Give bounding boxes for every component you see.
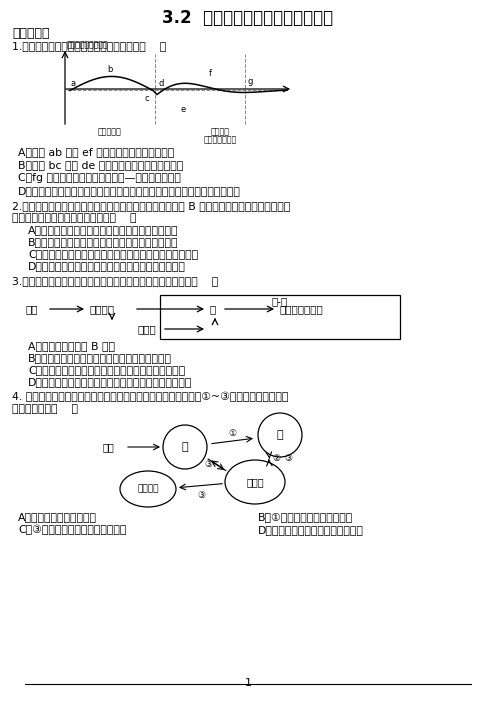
Text: ③: ③: [197, 491, 205, 500]
Text: A．甲是下丘脑，乙是垂体: A．甲是下丘脑，乙是垂体: [18, 512, 97, 522]
Text: a: a: [70, 79, 75, 88]
Text: 组织细胞: 组织细胞: [137, 484, 159, 494]
Text: 2.胰岛素依赖型糖尿病是一种自身免疫病，主要特点是胰岛 B 细胞数量减少、血中胰岛素低、: 2.胰岛素依赖型糖尿病是一种自身免疫病，主要特点是胰岛 B 细胞数量减少、血中胰…: [12, 201, 290, 211]
Text: C．血糖水平是调节胰岛素和胰高血糖素分泌的最重要因素: C．血糖水平是调节胰岛素和胰高血糖素分泌的最重要因素: [28, 249, 198, 259]
Text: 4. 如图表示甲状腺激素的分级调节过程，其中甲、乙代表结构，①~③代表激素。下列相关: 4. 如图表示甲状腺激素的分级调节过程，其中甲、乙代表结构，①~③代表激素。下列…: [12, 392, 288, 402]
Text: 模拟活动的过程: 模拟活动的过程: [203, 135, 237, 144]
Text: 甲: 甲: [210, 304, 216, 314]
Text: 甲: 甲: [182, 442, 188, 452]
Text: c: c: [145, 95, 149, 103]
Text: 运动过程: 运动过程: [210, 127, 230, 136]
Bar: [160, 295, 400, 339]
Text: A．胰岛素和胰高血糖素通过协同作用调节血糖平衡: A．胰岛素和胰高血糖素通过协同作用调节血糖平衡: [28, 225, 179, 235]
Text: C．fg 段血糖维持相对稳定是神经—激素调节的结果: C．fg 段血糖维持相对稳定是神经—激素调节的结果: [18, 173, 181, 183]
Text: 血糖浓度（相对值）: 血糖浓度（相对值）: [67, 40, 109, 49]
Text: 乙: 乙: [277, 430, 283, 440]
Text: B．曲线 bc 段与 de 段血液中胰岛素变化趋势相同: B．曲线 bc 段与 de 段血液中胰岛素变化趋势相同: [18, 160, 183, 170]
Text: D．当血糖偏低时，胰高血糖素可促进肝糖原和肌糖原的水解以提高血糖浓度: D．当血糖偏低时，胰高血糖素可促进肝糖原和肌糖原的水解以提高血糖浓度: [18, 186, 241, 196]
Text: （-）: （-）: [272, 296, 288, 306]
Text: b: b: [107, 65, 113, 74]
Text: C．当胰岛素分泌过多时，可抑制垂体和下丘脑的活动: C．当胰岛素分泌过多时，可抑制垂体和下丘脑的活动: [28, 365, 185, 375]
Text: 甲状腺: 甲状腺: [246, 477, 264, 487]
Text: ③: ③: [204, 460, 212, 469]
Text: d: d: [158, 79, 164, 88]
Text: A．图中甲表示胰岛 B 细胞: A．图中甲表示胰岛 B 细胞: [28, 341, 115, 351]
Text: 下丘脑: 下丘脑: [137, 324, 156, 334]
Text: 脑激: 脑激: [103, 442, 115, 452]
Text: 3.2  激素调节的过程（同步训练）: 3.2 激素调节的过程（同步训练）: [162, 9, 334, 27]
Text: 3.如图是胰岛素调节血糖含量的模型，下列相关叙述错误的是（    ）: 3.如图是胰岛素调节血糖含量的模型，下列相关叙述错误的是（ ）: [12, 276, 218, 286]
Text: B．①是促甲状腺激素释放激素: B．①是促甲状腺激素释放激素: [258, 512, 353, 522]
Text: D．胰岛素能促进组织细胞加速摄取、利用和储存葡萄糖: D．胰岛素能促进组织细胞加速摄取、利用和储存葡萄糖: [28, 377, 192, 387]
Text: ③: ③: [285, 454, 293, 463]
Text: 饮食: 饮食: [25, 304, 38, 314]
Text: D．该调节过程不受神经调节的影响: D．该调节过程不受神经调节的影响: [258, 525, 364, 535]
Text: ②: ②: [272, 454, 281, 463]
Text: ①: ①: [229, 429, 237, 438]
Text: 吃饭后反应: 吃饭后反应: [98, 127, 122, 136]
Text: B．胰腺导管堵塞会导致胰岛素无法排出，血糖升高: B．胰腺导管堵塞会导致胰岛素无法排出，血糖升高: [28, 237, 179, 247]
Text: B．胰岛素作用的结果会反过来影响胰岛素的分泌: B．胰岛素作用的结果会反过来影响胰岛素的分泌: [28, 353, 172, 363]
Text: D．胰岛素受体是胰岛素依赖型糖尿病患者的自身抗原: D．胰岛素受体是胰岛素依赖型糖尿病患者的自身抗原: [28, 261, 186, 271]
Text: 叙述错误的是（    ）: 叙述错误的是（ ）: [12, 404, 78, 414]
Text: g: g: [248, 77, 252, 86]
Text: 血糖高等。下列相关叙述正确的是（    ）: 血糖高等。下列相关叙述正确的是（ ）: [12, 213, 136, 223]
Text: 胰岛素分泌增加: 胰岛素分泌增加: [280, 304, 324, 314]
Text: C．③的靶细胞是几乎所有组织细胞: C．③的靶细胞是几乎所有组织细胞: [18, 525, 126, 536]
Text: f: f: [208, 69, 211, 79]
Text: e: e: [181, 105, 186, 114]
Text: 1: 1: [245, 678, 251, 688]
Text: 1.如图是血糖调节模型，有关叙述正确的是（    ）: 1.如图是血糖调节模型，有关叙述正确的是（ ）: [12, 41, 166, 51]
Text: 一、选择题: 一、选择题: [12, 27, 50, 40]
Text: 血糖升高: 血糖升高: [90, 304, 115, 314]
Text: A．曲线 ab 段与 ef 段血糖浓度上升的原因相同: A．曲线 ab 段与 ef 段血糖浓度上升的原因相同: [18, 147, 174, 157]
